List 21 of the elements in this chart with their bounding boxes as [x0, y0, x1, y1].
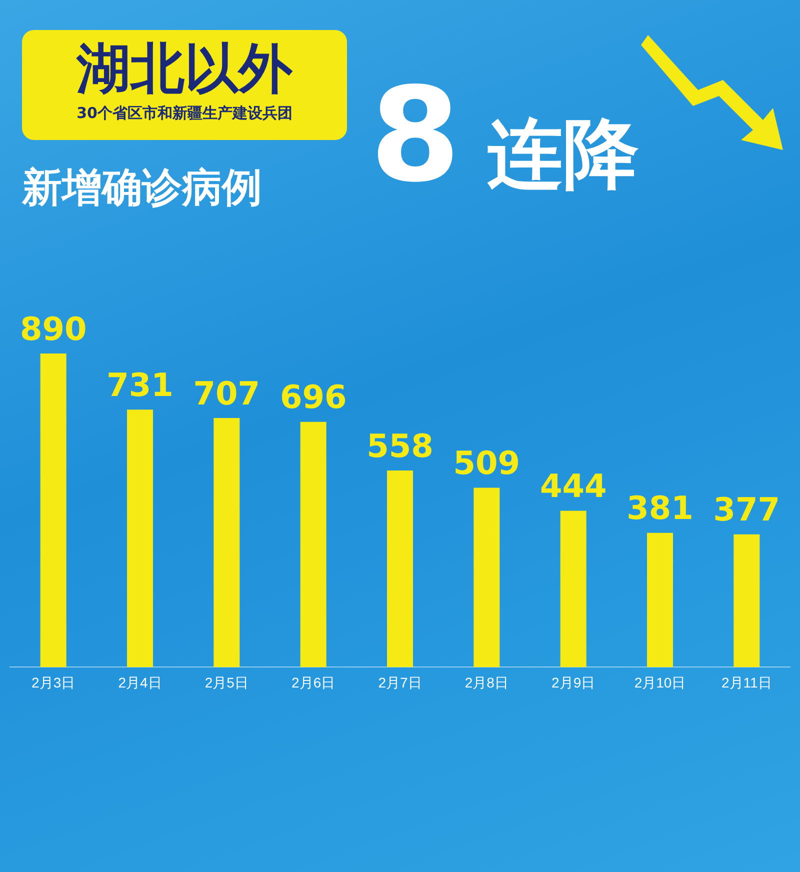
data-label: 696 — [280, 378, 347, 416]
chart-title: 湖北以外 — [75, 36, 294, 102]
x-tick-label: 2月3日 — [32, 674, 76, 690]
data-label: 731 — [106, 366, 174, 404]
x-tick-label: 2月6日 — [292, 674, 336, 690]
data-label: 707 — [193, 374, 260, 412]
data-label: 377 — [713, 490, 780, 529]
x-tick-label: 2月8日 — [464, 674, 508, 690]
data-label: 509 — [453, 444, 520, 482]
x-tick-label: 2月9日 — [552, 674, 596, 690]
data-label: 444 — [540, 467, 607, 506]
x-tick-label: 2月10日 — [634, 674, 686, 690]
x-tick-label: 2月11日 — [722, 674, 772, 690]
x-tick-label: 2月5日 — [204, 674, 248, 690]
x-tick-label: 2月7日 — [378, 674, 422, 690]
x-tick-label: 2月4日 — [118, 674, 162, 690]
text: 新增确诊病例 — [22, 164, 262, 213]
data-label: 558 — [366, 426, 434, 465]
chart-subtitle: 30个省区市和新疆生产建设兵团 — [76, 104, 294, 123]
data-label: 381 — [626, 489, 694, 528]
data-label: 890 — [20, 310, 87, 348]
